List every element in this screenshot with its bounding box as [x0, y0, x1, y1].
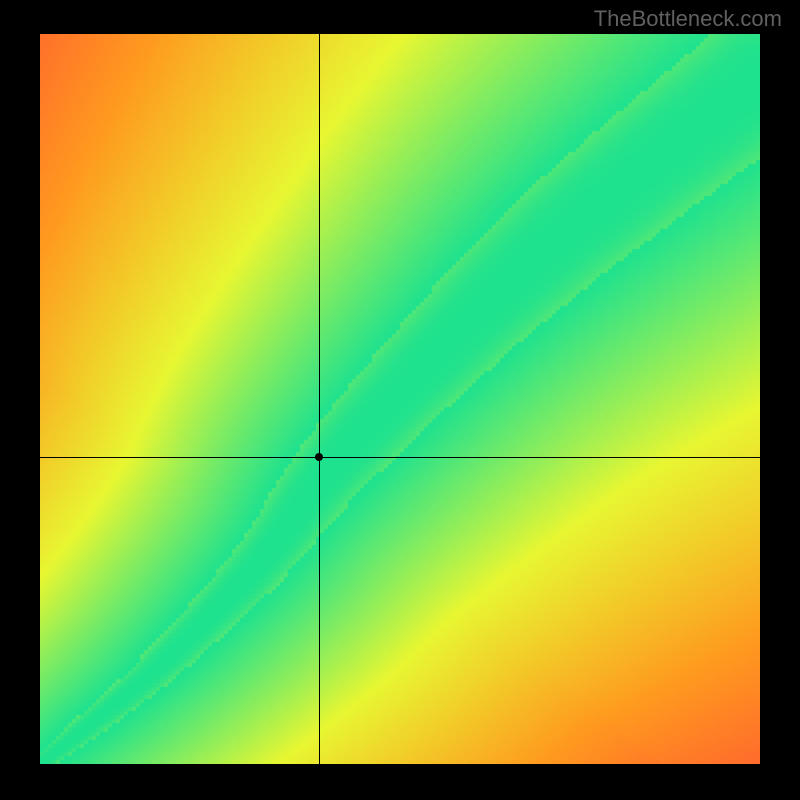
heatmap-canvas	[40, 34, 760, 764]
crosshair-horizontal	[40, 457, 760, 458]
crosshair-vertical	[319, 34, 320, 764]
plot-area	[40, 34, 760, 764]
crosshair-marker	[315, 453, 323, 461]
watermark-text: TheBottleneck.com	[594, 6, 782, 32]
